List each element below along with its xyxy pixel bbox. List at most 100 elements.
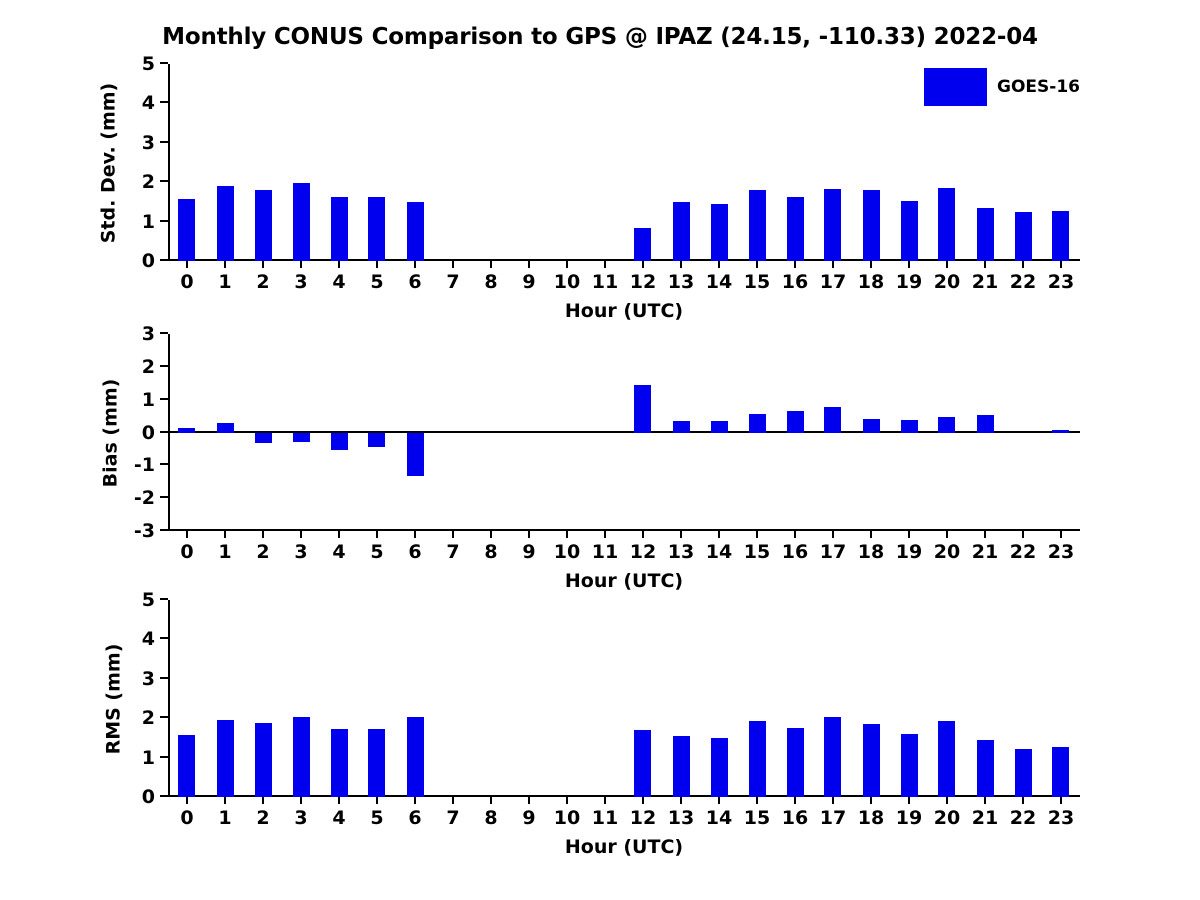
x-tick-label: 10 [553,541,581,563]
bar [786,197,804,261]
x-tick-label: 16 [781,541,809,563]
x-tick [224,797,226,804]
bar [216,720,234,797]
x-tick-label: 6 [408,541,422,563]
x-tick [945,797,948,804]
x-tick [490,531,492,538]
y-tick-label: 2 [141,171,155,194]
x-axis-label-rms: Hour (UTC) [564,836,684,858]
x-tick [262,261,264,268]
x-tick [300,531,302,538]
x-tick-label: 0 [180,807,194,829]
y-tick-label: 0 [141,250,155,272]
x-tick [300,261,302,268]
x-tick-label: 15 [743,271,771,293]
bar [292,183,310,261]
x-tick [680,531,682,538]
bar [710,421,728,433]
x-tick-label: 12 [629,271,657,293]
bar [938,721,956,797]
bar [254,723,272,797]
bar [938,416,956,433]
x-tick-label: 14 [705,807,733,829]
bar [862,190,880,261]
x-tick-label: 9 [522,541,536,563]
y-tick [160,332,168,334]
y-tick [160,397,168,400]
bar [406,201,424,261]
y-tick-label: 3 [141,667,155,690]
bar [216,186,234,261]
x-tick-label: 12 [629,807,657,829]
x-tick [185,261,188,268]
y-tick [160,259,168,261]
bar [824,188,842,261]
y-tick-label: 3 [141,131,155,154]
bar [976,415,994,433]
y-tick-label: 3 [141,323,155,345]
x-tick [718,531,720,538]
bar [786,411,804,433]
x-tick [718,261,720,268]
x-tick [831,261,834,268]
x-tick-label: 1 [218,541,232,563]
x-tick [185,531,188,538]
x-tick [527,531,530,538]
x-tick [945,531,948,538]
y-tick-label: 1 [141,388,155,411]
y-axis-label-bias: Bias (mm) [99,378,122,487]
bar [634,384,652,433]
x-tick [527,261,530,268]
x-tick [756,797,758,804]
x-tick [756,261,758,268]
bar [938,188,956,261]
x-tick [831,531,834,538]
x-tick-label: 9 [522,807,536,829]
x-tick-label: 22 [1009,541,1037,563]
x-tick [641,261,644,268]
x-tick-label: 4 [332,541,346,563]
x-tick-label: 5 [370,541,384,563]
x-tick [300,797,302,804]
x-tick-label: 2 [256,271,270,293]
x-tick [414,531,416,538]
bar [1052,210,1070,261]
x-tick [527,797,530,804]
x-tick-label: 23 [1047,541,1075,563]
x-tick [452,261,454,268]
x-tick [224,261,226,268]
x-tick-label: 21 [971,271,999,293]
x-tick-label: 20 [933,271,961,293]
x-tick [870,797,872,804]
bar [406,432,424,476]
x-axis-line [168,795,1080,797]
x-tick [338,531,340,538]
x-tick-label: 17 [819,541,847,563]
bar [824,407,842,433]
x-tick-label: 2 [256,807,270,829]
x-tick-label: 14 [705,271,733,293]
x-tick-label: 9 [522,271,536,293]
x-tick [604,797,606,804]
subplot-bias: -3 -2 -1 0 1 2 3 0 1 2 3 4 5 6 7 8 9 10 11 12 13 14 15 16 17 18 1… [99,323,1080,592]
y-tick [160,496,168,499]
x-tick-label: 15 [743,541,771,563]
bar [748,189,766,261]
bar [672,735,690,797]
bar [976,208,994,261]
y-tick [160,716,168,719]
x-tick-label: 13 [667,807,695,829]
x-tick-label: 19 [895,271,923,293]
x-tick-label: 19 [895,807,923,829]
x-tick-label: 21 [971,807,999,829]
x-tick-label: 3 [294,271,308,293]
x-tick [262,531,264,538]
y-axis-line [168,64,170,261]
y-tick-label: 1 [141,210,155,233]
x-tick [490,797,492,804]
x-tick-label: 17 [819,271,847,293]
x-tick-label: 6 [408,271,422,293]
x-tick-label: 7 [446,541,460,563]
